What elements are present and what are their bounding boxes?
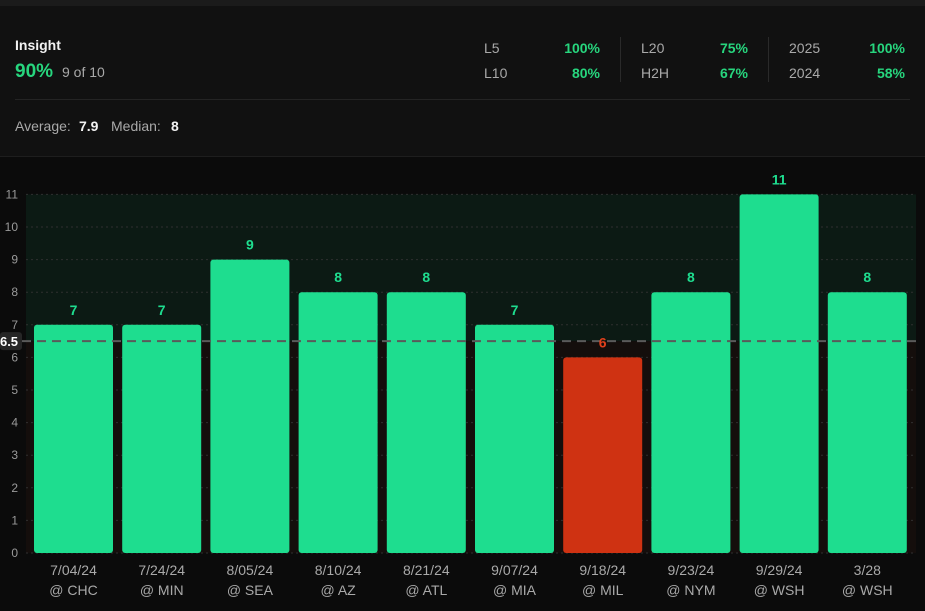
x-tick-date: 9/07/24 xyxy=(491,562,538,578)
median-value: 8 xyxy=(171,118,179,134)
x-tick-opponent: @ MIL xyxy=(582,582,624,598)
average-value: 7.9 xyxy=(79,118,99,134)
insight-panel xyxy=(0,6,925,156)
y-tick-label: 11 xyxy=(6,187,19,201)
stat-value-l20: 75% xyxy=(719,40,748,56)
bar xyxy=(122,324,202,553)
x-tick-date: 3/28 xyxy=(854,562,881,578)
data-label: 7 xyxy=(511,302,519,318)
stat-label-h2h: H2H xyxy=(641,65,670,81)
x-tick-opponent: @ AZ xyxy=(320,582,356,598)
bar xyxy=(386,292,466,553)
average-label: Average: xyxy=(15,118,71,134)
bar xyxy=(827,292,907,553)
y-tick-label: 6 xyxy=(11,350,18,364)
x-tick-opponent: @ WSH xyxy=(754,582,805,598)
y-tick-label: 8 xyxy=(11,285,18,299)
data-label: 8 xyxy=(334,269,342,285)
bar xyxy=(739,194,819,553)
insight-title: Insight xyxy=(15,37,61,53)
threshold-badge xyxy=(0,332,22,351)
x-tick-opponent: @ MIA xyxy=(493,582,537,598)
x-tick-date: 9/23/24 xyxy=(668,562,715,578)
data-label: 7 xyxy=(70,302,78,318)
bar xyxy=(298,292,378,553)
stat-value-2024: 58% xyxy=(876,65,905,81)
stat-label-2024: 2024 xyxy=(789,65,821,81)
y-tick-label: 4 xyxy=(11,416,18,430)
x-tick-date: 9/18/24 xyxy=(579,562,626,578)
data-label: 8 xyxy=(863,269,871,285)
data-label: 11 xyxy=(772,171,787,187)
y-tick-label: 1 xyxy=(11,513,18,527)
y-tick-label: 0 xyxy=(11,546,18,560)
data-label: 6 xyxy=(599,334,607,350)
x-tick-date: 9/29/24 xyxy=(756,562,803,578)
stat-value-l10: 80% xyxy=(571,65,600,81)
data-label: 8 xyxy=(422,269,430,285)
x-tick-date: 7/04/24 xyxy=(50,562,97,578)
stat-label-l5: L5 xyxy=(484,40,500,56)
x-tick-opponent: @ NYM xyxy=(666,582,715,598)
data-label: 9 xyxy=(246,237,254,253)
stat-label-l20: L20 xyxy=(641,40,665,56)
x-tick-opponent: @ WSH xyxy=(842,582,893,598)
stat-value-l5: 100% xyxy=(564,40,600,56)
stat-value-h2h: 67% xyxy=(719,65,748,81)
threshold-label: 6.5 xyxy=(0,334,18,349)
bar xyxy=(475,324,554,553)
y-tick-label: 10 xyxy=(5,220,19,234)
y-tick-label: 9 xyxy=(11,253,18,267)
bar xyxy=(651,292,731,553)
section-divider xyxy=(15,99,910,100)
x-tick-date: 7/24/24 xyxy=(138,562,185,578)
x-tick-opponent: @ SEA xyxy=(227,582,274,598)
x-tick-date: 8/10/24 xyxy=(315,562,362,578)
stat-divider xyxy=(620,37,621,82)
data-label: 7 xyxy=(158,302,166,318)
stat-label-l10: L10 xyxy=(484,65,508,81)
y-tick-label: 5 xyxy=(11,383,18,397)
insight-percent: 90% xyxy=(15,61,54,82)
panel-bottom-border xyxy=(0,156,925,157)
y-tick-label: 2 xyxy=(11,481,18,495)
bar xyxy=(210,259,290,553)
x-tick-opponent: @ ATL xyxy=(405,582,447,598)
stat-divider xyxy=(768,37,769,82)
x-tick-opponent: @ MIN xyxy=(140,582,184,598)
data-label: 8 xyxy=(687,269,695,285)
y-tick-label: 7 xyxy=(11,318,18,332)
x-tick-date: 8/21/24 xyxy=(403,562,450,578)
median-label: Median: xyxy=(111,118,161,134)
bar xyxy=(34,324,113,553)
x-tick-opponent: @ CHC xyxy=(49,582,97,598)
x-tick-date: 8/05/24 xyxy=(227,562,274,578)
stat-label-2025: 2025 xyxy=(789,40,821,56)
insight-count: 9 of 10 xyxy=(62,64,105,80)
top-bar xyxy=(0,0,925,6)
y-tick-label: 3 xyxy=(11,448,18,462)
stat-value-2025: 100% xyxy=(869,40,905,56)
bar xyxy=(563,357,643,553)
